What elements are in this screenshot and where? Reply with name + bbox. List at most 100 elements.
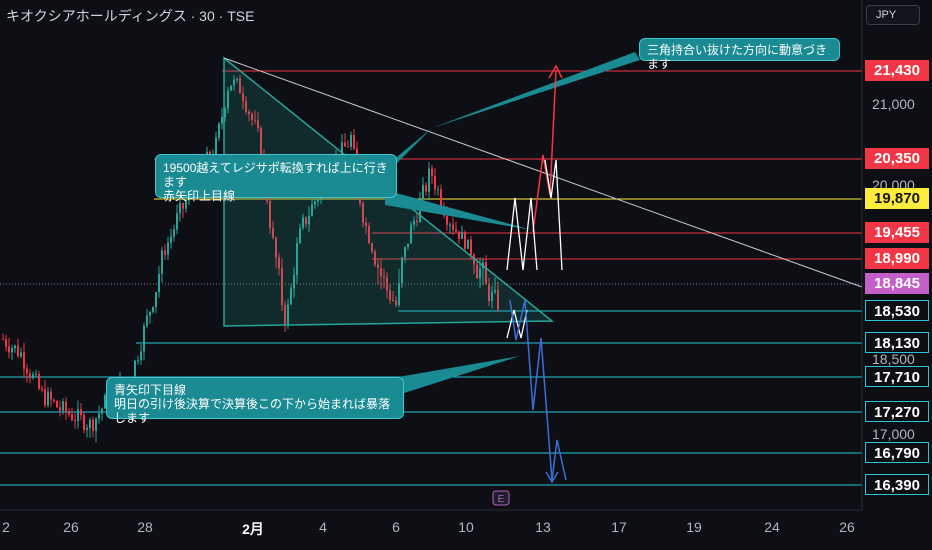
- arrow-head: [545, 471, 559, 484]
- candle-body: [407, 243, 409, 248]
- candle-body: [152, 307, 154, 312]
- callout-top[interactable]: 三角持合い抜けた方向に動意づきます: [639, 38, 840, 71]
- candle-body: [77, 409, 79, 421]
- event-marker-label: E: [498, 494, 505, 505]
- candle-body: [488, 284, 490, 301]
- bearish-path-arrow: [509, 299, 567, 481]
- candle-body: [8, 346, 10, 353]
- candle-body: [89, 419, 91, 428]
- white-zigzag-arrow: [506, 197, 538, 271]
- candle-body: [227, 90, 229, 109]
- x-tick: 4: [319, 519, 327, 535]
- candle-body: [260, 127, 262, 156]
- candle-body: [353, 135, 355, 149]
- candle-body: [398, 283, 400, 306]
- candle-body: [254, 119, 256, 121]
- candle-body: [92, 419, 94, 431]
- candle-body: [170, 236, 172, 243]
- candle-body: [71, 414, 73, 421]
- x-tick: 26: [839, 519, 855, 535]
- candle-body: [137, 360, 139, 362]
- callout-pointer: [432, 52, 640, 128]
- candle-body: [224, 108, 226, 117]
- candle-body: [404, 247, 406, 258]
- candle-body: [440, 189, 442, 208]
- candle-body: [311, 204, 313, 217]
- callout-bottom[interactable]: 青矢印下目線 明日の引け後決算で決算後この下から始まれば暴落します: [106, 377, 404, 425]
- candle-body: [221, 116, 223, 124]
- candle-body: [83, 415, 85, 430]
- candle-body: [347, 146, 349, 148]
- candle-body: [446, 215, 448, 225]
- candle-body: [173, 229, 175, 237]
- arrow-head: [548, 64, 563, 79]
- candle-body: [59, 407, 61, 411]
- candle-body: [11, 348, 13, 353]
- candle-body: [182, 203, 184, 209]
- earnings-event-marker[interactable]: E: [492, 490, 510, 506]
- candle-body: [362, 203, 364, 223]
- candle-body: [374, 251, 376, 265]
- candle-body: [383, 276, 385, 278]
- candle-body: [230, 85, 232, 91]
- candle-body: [167, 242, 169, 255]
- x-tick: 10: [458, 519, 474, 535]
- candle-body: [293, 275, 295, 289]
- x-tick: 17: [611, 519, 627, 535]
- current-price-badge: 18,845: [865, 273, 929, 294]
- candle-body: [275, 237, 277, 258]
- candle-body: [155, 292, 157, 308]
- x-tick: 19: [686, 519, 702, 535]
- candle-body: [341, 142, 343, 166]
- y-tick: 21,000: [872, 96, 915, 112]
- candle-body: [497, 289, 499, 310]
- candle-body: [257, 120, 259, 128]
- y-tick: 17,000: [872, 426, 915, 442]
- candle-body: [296, 243, 298, 276]
- candle-body: [233, 79, 235, 86]
- x-tick: 2: [2, 519, 10, 535]
- x-tick: 24: [764, 519, 780, 535]
- candle-body: [410, 224, 412, 244]
- candle-body: [455, 229, 457, 232]
- chart-title: キオクシアホールディングス · 30 · TSE: [6, 8, 255, 24]
- candle-body: [281, 268, 283, 306]
- callout-bottom-line2: 明日の引け後決算で決算後この下から始まれば暴落します: [114, 397, 391, 425]
- candle-body: [485, 262, 487, 285]
- candle-body: [344, 142, 346, 147]
- candle-body: [434, 176, 436, 190]
- candle-body: [365, 222, 367, 226]
- level-badge: 18,130: [865, 332, 929, 353]
- candle-body: [290, 288, 292, 305]
- callout-top-text: 三角持合い抜けた方向に動意づきます: [647, 43, 828, 71]
- candle-body: [149, 311, 151, 316]
- candle-body: [371, 243, 373, 252]
- candle-body: [317, 198, 319, 202]
- candle-body: [62, 401, 64, 411]
- candle-body: [314, 201, 316, 205]
- candle-body: [308, 216, 310, 225]
- candle-body: [350, 135, 352, 147]
- candle-body: [86, 427, 88, 430]
- candle-body: [251, 114, 253, 120]
- candle-body: [47, 391, 49, 406]
- candle-body: [53, 399, 55, 402]
- candle-body: [428, 168, 430, 192]
- candle-body: [248, 111, 250, 115]
- level-badge: 16,390: [865, 474, 929, 495]
- descending-trendline: [223, 57, 863, 288]
- bullish-path-arrow: [532, 69, 557, 233]
- callout-middle[interactable]: 19500越えてレジサポ転換すれば上に行きます 赤矢印上目線: [155, 154, 397, 203]
- candle-body: [29, 373, 31, 379]
- candle-body: [80, 409, 82, 416]
- candle-body: [50, 391, 52, 400]
- candle-body: [161, 250, 163, 274]
- candle-body: [494, 289, 496, 292]
- currency-selector[interactable]: JPY: [866, 5, 920, 25]
- candle-body: [17, 345, 19, 357]
- candle-body: [437, 189, 439, 191]
- candle-body: [95, 418, 97, 431]
- y-tick: 18,500: [872, 351, 915, 367]
- level-badge: 18,990: [865, 248, 929, 269]
